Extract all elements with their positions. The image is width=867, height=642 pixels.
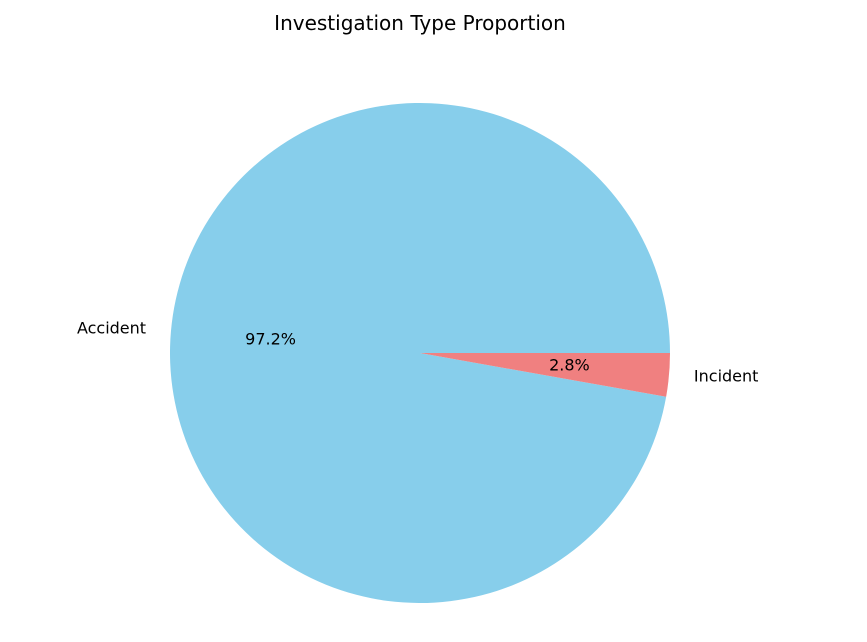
pie-slice-accident <box>169 103 670 604</box>
slice-percent-incident: 2.8% <box>549 356 590 375</box>
slice-label-accident: Accident <box>77 318 146 337</box>
pie-slice-incident <box>420 353 670 397</box>
chart-title: Investigation Type Proportion <box>274 11 566 35</box>
pie-slices <box>169 103 670 604</box>
pie-labels: Accident 97.2% Incident 2.8% <box>77 318 759 385</box>
slice-percent-accident: 97.2% <box>245 329 296 348</box>
slice-label-incident: Incident <box>694 367 759 386</box>
